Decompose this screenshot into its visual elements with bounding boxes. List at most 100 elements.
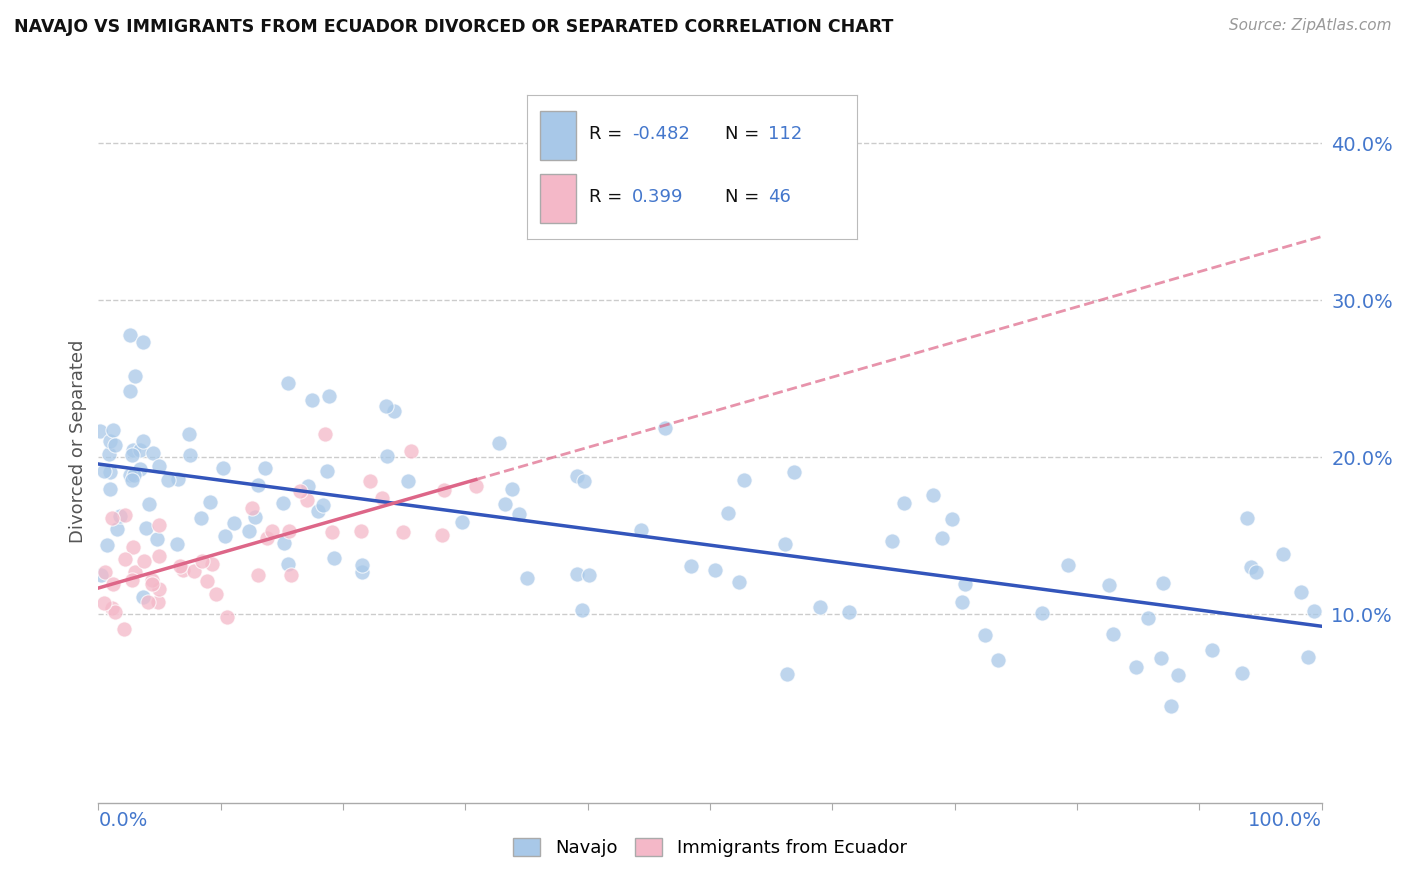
Point [114, 551, 136, 566]
Point [277, 376, 299, 390]
Point [105, 523, 128, 537]
Point [1031, 607, 1053, 621]
Point [654, 421, 676, 435]
Point [565, 566, 588, 581]
Point [142, 446, 165, 460]
Point [297, 478, 319, 492]
Point [375, 449, 398, 463]
Point [114, 508, 136, 523]
Point [703, 563, 725, 577]
Point [98, 483, 121, 497]
Point [312, 498, 335, 512]
Point [371, 491, 394, 506]
Point [260, 524, 283, 538]
Point [350, 524, 373, 538]
Point [323, 551, 346, 566]
Point [129, 442, 152, 457]
Point [572, 474, 595, 488]
Point [401, 444, 423, 458]
Point [488, 436, 510, 450]
Point [321, 524, 343, 539]
Point [973, 628, 995, 642]
Point [280, 567, 302, 582]
Point [430, 528, 453, 542]
Point [776, 666, 799, 681]
Point [578, 567, 600, 582]
Point [211, 460, 233, 475]
Point [277, 557, 299, 571]
Point [953, 577, 976, 591]
Point [136, 595, 159, 609]
Point [1102, 627, 1125, 641]
Point [247, 567, 270, 582]
Point [122, 443, 145, 458]
Point [301, 392, 323, 407]
Point [101, 576, 124, 591]
Point [214, 529, 236, 543]
Point [1201, 643, 1223, 657]
Point [882, 533, 904, 548]
Point [240, 500, 263, 515]
Point [93, 464, 115, 478]
Point [508, 507, 530, 521]
Point [108, 508, 131, 523]
Point [733, 473, 755, 487]
Point [1150, 651, 1173, 665]
Point [98, 465, 121, 479]
Point [100, 511, 122, 525]
Point [893, 496, 915, 510]
Point [179, 448, 201, 462]
Point [120, 468, 142, 483]
Point [1246, 565, 1268, 579]
Point [271, 496, 294, 510]
Point [451, 515, 474, 529]
Point [681, 559, 703, 574]
Point [1152, 576, 1174, 591]
Point [565, 469, 588, 483]
Point [124, 565, 146, 579]
Point [166, 537, 188, 551]
Point [382, 403, 405, 417]
Point [93, 596, 115, 610]
Point [352, 565, 374, 579]
Point [717, 506, 740, 520]
Point [135, 521, 157, 535]
Point [167, 472, 190, 486]
Point [571, 602, 593, 616]
Point [198, 494, 221, 508]
Point [183, 564, 205, 578]
Point [838, 606, 860, 620]
Point [630, 523, 652, 537]
Point [146, 532, 169, 546]
Point [307, 504, 329, 518]
Point [256, 531, 278, 545]
Point [201, 557, 224, 571]
Point [101, 601, 124, 615]
Point [398, 474, 420, 488]
Point [350, 558, 373, 572]
Point [96, 538, 118, 552]
Point [148, 595, 170, 609]
Point [195, 574, 218, 588]
Legend: Navajo, Immigrants from Ecuador: Navajo, Immigrants from Ecuador [505, 829, 915, 866]
Point [950, 595, 973, 609]
Point [295, 492, 318, 507]
Point [148, 458, 170, 473]
Point [1303, 604, 1326, 618]
Point [132, 434, 155, 449]
Point [921, 487, 943, 501]
Point [782, 465, 804, 479]
Point [773, 536, 796, 550]
Point [1289, 585, 1312, 599]
Point [277, 524, 299, 539]
Point [103, 605, 125, 619]
Text: Source: ZipAtlas.com: Source: ZipAtlas.com [1229, 18, 1392, 33]
Point [97, 447, 120, 461]
Point [190, 511, 212, 525]
Point [131, 590, 153, 604]
Point [1160, 699, 1182, 714]
Point [122, 467, 145, 482]
Point [148, 517, 170, 532]
Point [1125, 660, 1147, 674]
Point [931, 531, 953, 545]
